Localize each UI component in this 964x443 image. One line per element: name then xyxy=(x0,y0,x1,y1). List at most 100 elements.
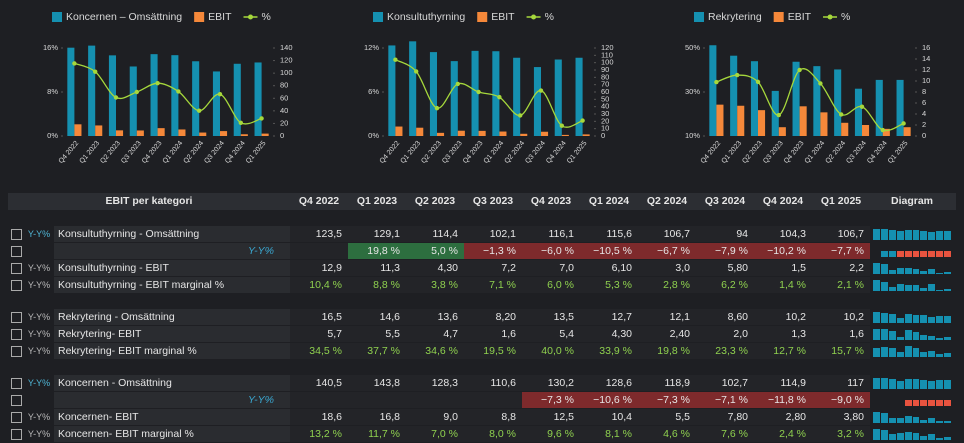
header-cell: Q2 2023 xyxy=(414,195,456,207)
y2-tick-label: 0 xyxy=(922,131,926,140)
header-cell: Q4 2023 xyxy=(530,195,572,207)
bar xyxy=(108,55,116,136)
checkbox-box[interactable] xyxy=(10,279,22,291)
table-cell: 7,80 xyxy=(696,409,754,425)
spark-bar xyxy=(880,281,888,291)
bar xyxy=(88,45,96,136)
row-tag: Y-Y% xyxy=(27,229,51,239)
checkbox-box[interactable] xyxy=(10,245,22,257)
checkbox[interactable] xyxy=(8,260,24,276)
bar xyxy=(778,127,786,136)
header-cell: Q3 2024 xyxy=(704,195,746,207)
table-cell: 5,4 xyxy=(522,326,580,342)
spark-bar xyxy=(944,230,952,240)
checkbox-box[interactable] xyxy=(10,411,22,423)
y2-tick-label: 90 xyxy=(601,65,609,74)
header-cell: Diagram xyxy=(890,195,933,207)
table-cell: 19,5 % xyxy=(464,343,522,359)
spark-bar xyxy=(888,330,896,340)
table-cell: 37,7 % xyxy=(348,343,406,359)
legend-swatch xyxy=(477,12,488,22)
table-cell: 2,0 xyxy=(696,326,754,342)
checkbox[interactable] xyxy=(8,409,24,425)
header-cell: EBIT per kategori xyxy=(105,195,193,207)
spark-bar xyxy=(936,289,944,291)
table-cell: 3,8 % xyxy=(406,277,464,293)
spark-bar xyxy=(936,231,944,240)
header-cell: Q1 2024 xyxy=(588,195,630,207)
checkbox[interactable] xyxy=(8,392,24,408)
spark-bar xyxy=(873,280,880,291)
line-dot xyxy=(714,79,719,85)
table-cell: 12,1 xyxy=(638,309,696,325)
table-cell: 12,7 xyxy=(580,309,638,325)
spark-bar xyxy=(912,314,920,323)
bar xyxy=(157,128,165,136)
header-cell: Q3 2023 xyxy=(472,195,514,207)
bar xyxy=(74,124,82,136)
checkbox-box[interactable] xyxy=(10,262,22,274)
spark-bar xyxy=(904,379,912,389)
y2-tick-label: 8 xyxy=(922,87,926,96)
checkbox-box[interactable] xyxy=(10,328,22,340)
spark-bar xyxy=(912,251,920,257)
sparkline xyxy=(870,309,954,325)
bar xyxy=(575,57,583,136)
checkbox[interactable] xyxy=(8,309,24,325)
checkbox[interactable] xyxy=(8,375,24,391)
x-tick-label: Q1 2023 xyxy=(79,140,102,165)
table-cell: 12,9 xyxy=(290,260,348,276)
bar xyxy=(450,61,458,137)
x-tick-label: Q4 2024 xyxy=(866,140,889,165)
table-cell: 18,6 xyxy=(290,409,348,425)
table-cell: −1,3 % xyxy=(464,243,522,259)
spark-bar xyxy=(944,251,952,257)
legend-swatch xyxy=(694,12,704,22)
checkbox-box[interactable] xyxy=(10,394,22,406)
bar xyxy=(212,71,220,136)
spark-bar xyxy=(896,251,904,257)
header-cell: Q4 2024 xyxy=(762,195,804,207)
y2-tick-label: 14 xyxy=(922,54,930,63)
x-tick-label: Q2 2024 xyxy=(504,140,527,165)
line-dot xyxy=(476,89,481,95)
checkbox[interactable] xyxy=(8,426,24,442)
table-cell: 128,3 xyxy=(406,375,464,391)
bar xyxy=(709,45,717,136)
legend-dot xyxy=(531,14,537,20)
row-tag: Y-Y% xyxy=(27,346,51,356)
table-cell xyxy=(464,392,522,408)
table-cell: −6,0 % xyxy=(522,243,580,259)
spark-bar xyxy=(920,335,928,340)
table-row: Y-Y% Konsultuthyrning - EBIT 12,9 11,3 4,30 7… xyxy=(8,260,956,277)
table-cell: 2,1 % xyxy=(812,277,870,293)
checkbox[interactable] xyxy=(8,243,24,259)
line-dot xyxy=(259,116,264,121)
checkbox-box[interactable] xyxy=(10,428,22,440)
bar xyxy=(67,47,75,136)
table-cell: 15,7 % xyxy=(812,343,870,359)
checkbox[interactable] xyxy=(8,277,24,293)
line-dot xyxy=(859,104,865,109)
table-cell: 3,2 % xyxy=(812,426,870,442)
row-tag: Y-Y% xyxy=(27,280,51,290)
bar xyxy=(820,112,828,136)
line-dot xyxy=(113,95,119,100)
spark-bar xyxy=(888,417,896,423)
checkbox-box[interactable] xyxy=(10,345,22,357)
line-dot xyxy=(497,94,502,100)
checkbox-box[interactable] xyxy=(10,228,22,240)
table-cell: 102,1 xyxy=(464,226,522,242)
table-cell: 8,60 xyxy=(696,309,754,325)
checkbox[interactable] xyxy=(8,326,24,342)
sparkline xyxy=(870,409,954,425)
checkbox-box[interactable] xyxy=(10,377,22,389)
checkbox[interactable] xyxy=(8,343,24,359)
table-cell: −7,1 % xyxy=(696,392,754,408)
spark-bar xyxy=(904,268,912,274)
y-tick-label: 8% xyxy=(47,87,58,96)
checkbox[interactable] xyxy=(8,226,24,242)
checkbox-box[interactable] xyxy=(10,311,22,323)
x-tick-label: Q1 2025 xyxy=(887,140,910,165)
spark-bar xyxy=(928,251,936,257)
